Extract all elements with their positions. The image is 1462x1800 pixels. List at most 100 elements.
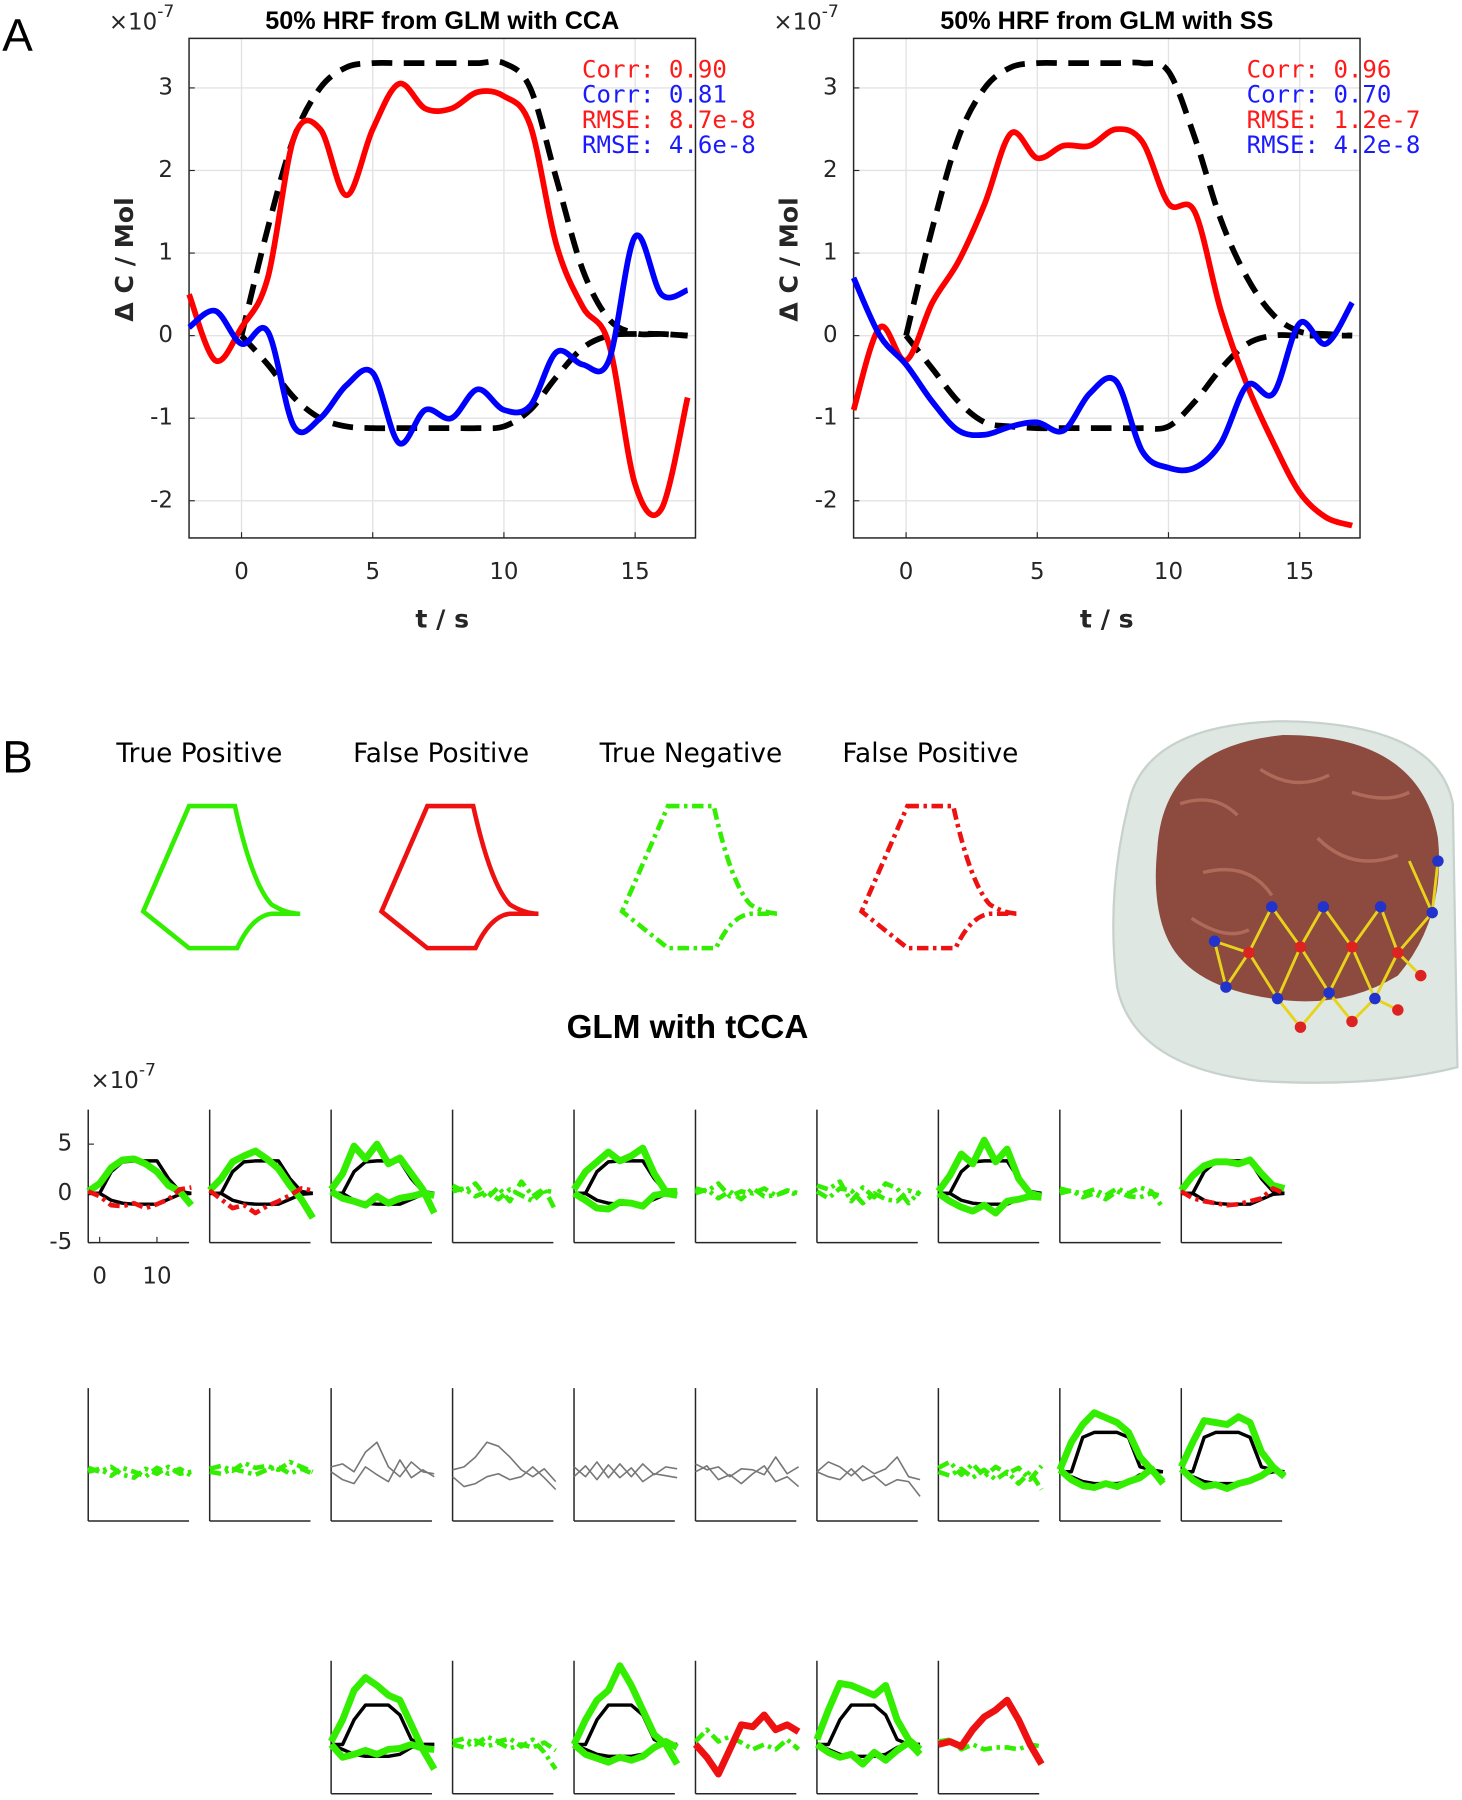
series-line <box>87 1185 192 1211</box>
series-line <box>573 1464 678 1483</box>
multiplier-exponent: -7 <box>157 2 174 22</box>
series-line <box>452 1734 558 1771</box>
annotation: RMSE: 4.2e-8 <box>1247 131 1421 159</box>
multiplier-base: ×10 <box>91 1068 139 1094</box>
y-tick-label: 1 <box>158 240 173 266</box>
y-tick-label: 2 <box>158 157 173 183</box>
annotation: Corr: 0.70 <box>1247 81 1392 109</box>
series-line <box>816 1456 921 1481</box>
annotation: RMSE: 4.6e-8 <box>582 131 756 159</box>
series-line <box>695 1465 800 1488</box>
multiplier-exponent: -7 <box>139 1061 156 1081</box>
chart-title: 50% HRF from GLM with CCA <box>265 7 619 35</box>
y-tick-label: -2 <box>150 487 173 513</box>
y-tick-label: 1 <box>823 240 838 266</box>
series-line <box>209 1459 314 1474</box>
legend-icon <box>140 803 301 951</box>
y-tick-label: 5 <box>58 1131 73 1157</box>
legend-label: True Negative <box>599 739 783 769</box>
section-title: GLM with tCCA <box>567 1009 809 1046</box>
series-line <box>1178 1464 1287 1492</box>
series-line <box>816 1703 921 1747</box>
legend-icon <box>858 803 1019 951</box>
optodes <box>1208 855 1444 1005</box>
legend-icon <box>619 803 780 951</box>
panel-label: B <box>2 731 33 782</box>
y-multiplier: ×10-7 <box>109 2 174 35</box>
annotation: RMSE: 8.7e-8 <box>582 106 756 134</box>
series-line <box>1180 1186 1286 1208</box>
annotation: RMSE: 1.2e-7 <box>1247 106 1421 134</box>
y-tick-label: 0 <box>58 1180 73 1206</box>
series-line <box>86 1155 194 1208</box>
x-tick-label: 0 <box>899 559 914 585</box>
series-line <box>815 1186 921 1206</box>
series-line <box>1178 1413 1287 1480</box>
legend-label: False Positive <box>353 739 529 769</box>
series-line <box>903 59 1353 339</box>
y-axis-label: Δ C / Mol <box>110 197 139 322</box>
series-line <box>452 1466 557 1491</box>
series-line <box>936 1190 1042 1217</box>
y-tick-label: 3 <box>823 74 838 100</box>
panel-label: A <box>2 9 33 60</box>
chart-title: 50% HRF from GLM with SS <box>940 7 1273 35</box>
y-tick-label: -5 <box>49 1229 72 1255</box>
y-multiplier: ×10-7 <box>91 1061 156 1094</box>
series-line <box>1056 1409 1166 1485</box>
series-line <box>903 332 1353 432</box>
series-line <box>816 1468 921 1497</box>
series-line <box>694 1186 800 1202</box>
x-axis-label: t / s <box>1080 604 1134 633</box>
series-line <box>452 1186 557 1204</box>
y-multiplier: ×10-7 <box>773 2 838 35</box>
series-line <box>937 1696 1045 1766</box>
x-tick-label: 5 <box>365 559 380 585</box>
plot-frame <box>852 37 1361 539</box>
y-tick-label: 0 <box>823 322 838 348</box>
series-line <box>814 1739 923 1768</box>
series-line <box>451 1179 558 1213</box>
series-line <box>87 1465 193 1479</box>
legend-label: True Positive <box>115 739 282 769</box>
x-tick-label: 5 <box>1030 559 1045 585</box>
multiplier-exponent: -7 <box>822 2 839 22</box>
brain-rendering <box>1112 720 1459 1084</box>
series-line <box>693 1727 801 1752</box>
legend-icon <box>378 803 539 951</box>
y-tick-label: -2 <box>815 487 838 513</box>
series-line <box>571 1144 678 1195</box>
series-line <box>572 1189 678 1213</box>
x-tick-label: 10 <box>1154 559 1183 585</box>
x-tick-label: 10 <box>142 1263 171 1289</box>
legend-label: False Positive <box>842 739 1018 769</box>
series-line <box>330 1441 435 1478</box>
series-line <box>452 1738 557 1753</box>
series-line <box>1178 1156 1286 1193</box>
series-line <box>816 1179 922 1206</box>
series-line <box>935 1136 1043 1200</box>
series-line <box>209 1159 314 1196</box>
annotation: Corr: 0.90 <box>582 55 727 83</box>
series-line <box>850 276 1355 474</box>
x-tick-label: 10 <box>489 559 518 585</box>
x-tick-label: 15 <box>621 559 650 585</box>
x-tick-label: 0 <box>234 559 249 585</box>
multiplier-base: ×10 <box>109 9 157 35</box>
x-tick-label: 15 <box>1285 559 1314 585</box>
series-line <box>452 1441 557 1483</box>
series-line <box>238 58 688 339</box>
annotation: Corr: 0.81 <box>582 81 727 109</box>
y-tick-label: 2 <box>823 157 838 183</box>
series-line <box>937 1466 1044 1491</box>
sources <box>1243 941 1427 1033</box>
series-line <box>813 1679 923 1752</box>
series-line <box>1057 1465 1166 1491</box>
plot-frame <box>188 37 697 539</box>
series-line <box>1059 1188 1164 1202</box>
x-axis-label: t / s <box>415 604 469 633</box>
series-line <box>328 1140 438 1215</box>
brain <box>1155 735 1440 1002</box>
